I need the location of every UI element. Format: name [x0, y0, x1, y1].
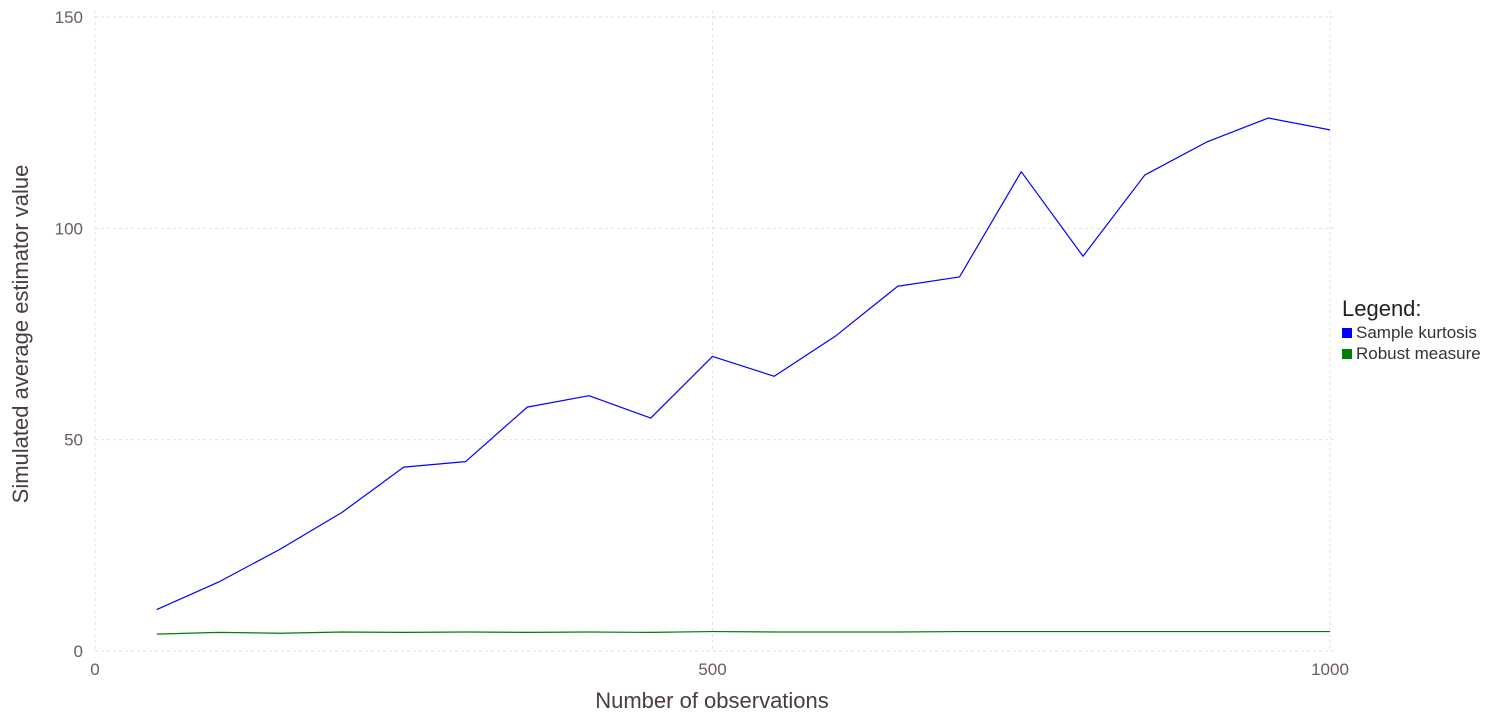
x-tick-label: 500	[698, 660, 726, 679]
axis-ticks: 0 500 1000 0 50 100 150	[55, 8, 1349, 679]
legend-label: Sample kurtosis	[1356, 323, 1477, 342]
legend-items: Sample kurtosis Robust measure	[1342, 323, 1481, 363]
legend-swatch	[1342, 328, 1352, 338]
series-line-robust-measure	[156, 630, 1330, 635]
y-tick-label: 150	[55, 8, 83, 27]
series-lines	[156, 117, 1331, 635]
legend-title: Legend:	[1342, 296, 1422, 321]
x-axis-title: Number of observations	[595, 688, 829, 713]
legend-label: Robust measure	[1356, 344, 1481, 363]
y-tick-label: 0	[74, 642, 83, 661]
y-axis-title: Simulated average estimator value	[8, 165, 33, 504]
x-tick-label: 0	[90, 660, 99, 679]
x-tick-label: 1000	[1311, 660, 1349, 679]
series-line-sample-kurtosis	[156, 117, 1331, 611]
y-tick-label: 100	[55, 219, 83, 238]
legend: Legend: Sample kurtosis Robust measure	[1342, 296, 1481, 363]
legend-swatch	[1342, 349, 1352, 359]
grid-lines	[94, 10, 1335, 652]
y-tick-label: 50	[64, 431, 83, 450]
